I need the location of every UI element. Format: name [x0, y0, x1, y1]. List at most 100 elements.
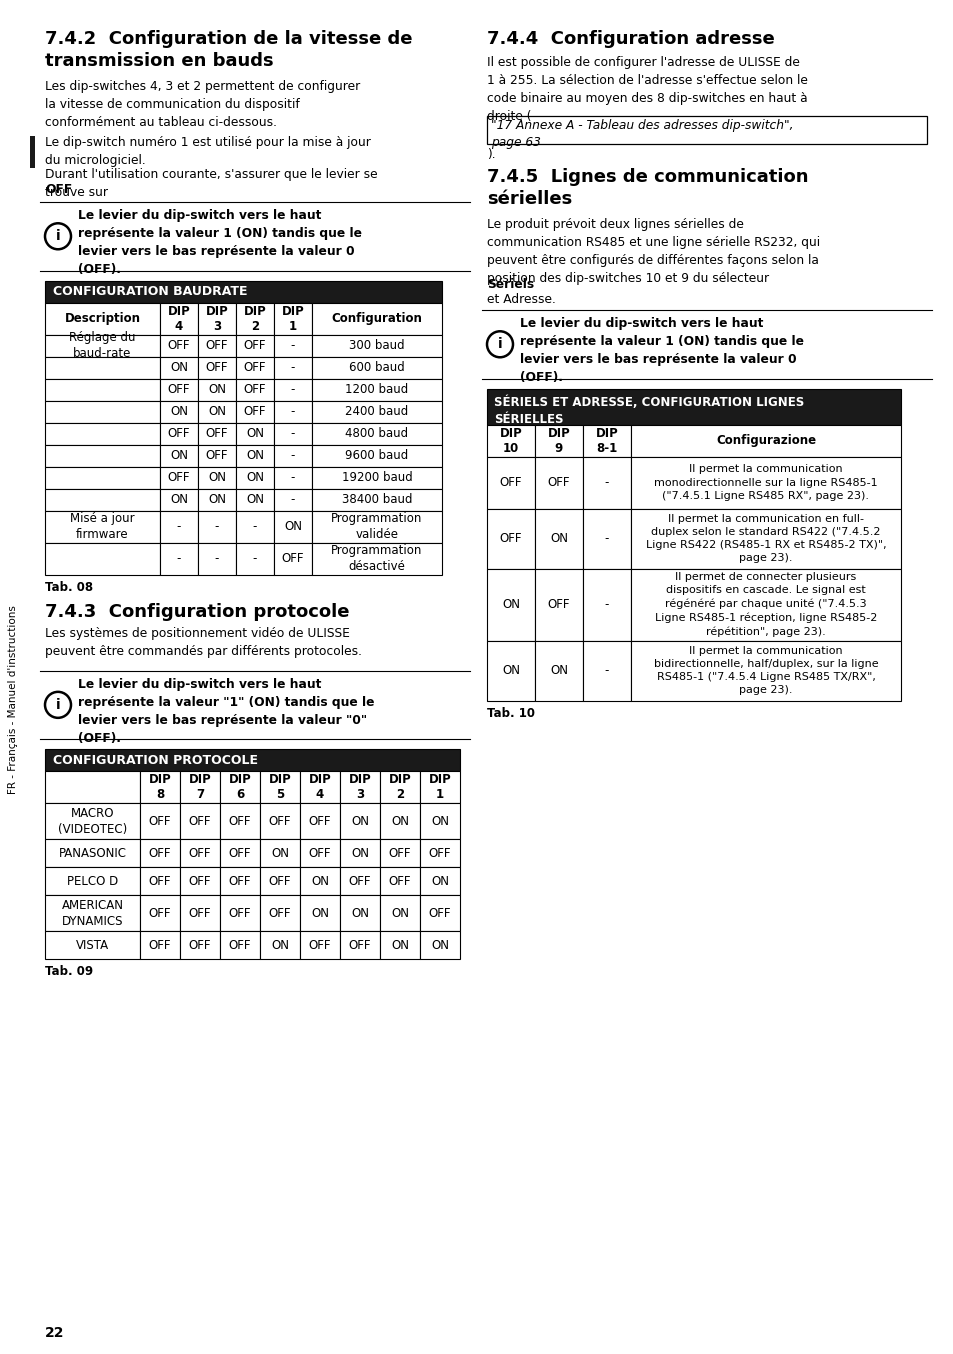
Text: DIP
9: DIP 9: [547, 427, 570, 455]
Bar: [45, 867, 140, 895]
Text: OFF: OFF: [149, 875, 172, 888]
Text: ON: ON: [284, 520, 302, 533]
Bar: [180, 803, 220, 839]
Bar: [274, 334, 312, 356]
Bar: [45, 379, 160, 401]
Text: -: -: [291, 338, 294, 352]
Bar: [486, 509, 535, 569]
Text: OFF: OFF: [189, 907, 211, 919]
Bar: [299, 932, 339, 959]
Bar: [260, 895, 299, 932]
Text: OFF: OFF: [189, 815, 211, 827]
Text: OFF: OFF: [244, 338, 266, 352]
Bar: [45, 510, 160, 543]
Text: i: i: [497, 337, 502, 351]
Bar: [630, 425, 900, 456]
Bar: [160, 334, 198, 356]
Bar: [379, 895, 419, 932]
Text: ON: ON: [246, 493, 264, 506]
Bar: [379, 839, 419, 867]
Text: DIP
7: DIP 7: [189, 773, 212, 802]
Bar: [582, 425, 630, 456]
Bar: [312, 334, 441, 356]
Bar: [160, 302, 198, 334]
Text: OFF: OFF: [349, 875, 371, 888]
Text: "17 Annexe A - Tableau des adresses dip-switch",
page 63: "17 Annexe A - Tableau des adresses dip-…: [491, 119, 793, 149]
Bar: [180, 839, 220, 867]
Text: Durant l'utilisation courante, s'assurer que le levier se
trouve sur: Durant l'utilisation courante, s'assurer…: [45, 168, 377, 199]
Text: OFF: OFF: [189, 846, 211, 860]
Bar: [339, 867, 379, 895]
Bar: [45, 895, 140, 932]
Bar: [45, 489, 160, 510]
Text: i: i: [55, 229, 60, 244]
Bar: [45, 280, 441, 302]
Text: DIP
4: DIP 4: [168, 305, 191, 333]
Text: Il permet de connecter plusieurs
dispositifs en cascade. Le signal est
régénéré : Il permet de connecter plusieurs disposi…: [654, 573, 876, 636]
Text: ON: ON: [208, 493, 226, 506]
Bar: [198, 510, 235, 543]
Bar: [274, 356, 312, 379]
Bar: [160, 467, 198, 489]
Text: DIP
10: DIP 10: [499, 427, 522, 455]
Text: -: -: [214, 520, 219, 533]
Bar: [45, 334, 160, 356]
Text: Il permet la communication
bidirectionnelle, half/duplex, sur la ligne
RS485-1 (: Il permet la communication bidirectionne…: [653, 646, 878, 696]
Text: Le produit prévoit deux lignes sérielles de
communication RS485 et une ligne sér: Le produit prévoit deux lignes sérielles…: [486, 218, 820, 284]
Text: OFF: OFF: [206, 450, 228, 462]
Bar: [535, 640, 582, 700]
Text: -: -: [291, 383, 294, 397]
Text: -: -: [604, 477, 609, 489]
Text: 7.4.5  Lignes de communication: 7.4.5 Lignes de communication: [486, 168, 807, 185]
Bar: [339, 772, 379, 803]
Bar: [260, 932, 299, 959]
Text: Le dip-switch numéro 1 est utilisé pour la mise à jour
du micrologiciel.: Le dip-switch numéro 1 est utilisé pour …: [45, 135, 371, 167]
Text: ON: ON: [246, 450, 264, 462]
Text: -: -: [291, 427, 294, 440]
Bar: [30, 135, 35, 168]
Bar: [379, 772, 419, 803]
Bar: [274, 444, 312, 467]
Bar: [299, 772, 339, 803]
Bar: [198, 422, 235, 444]
Text: Le levier du dip-switch vers le haut
représente la valeur "1" (ON) tandis que le: Le levier du dip-switch vers le haut rep…: [78, 677, 375, 745]
Text: OFF: OFF: [229, 846, 251, 860]
Bar: [220, 867, 260, 895]
Bar: [160, 379, 198, 401]
Bar: [45, 839, 140, 867]
Bar: [45, 401, 160, 422]
Bar: [220, 895, 260, 932]
Text: -: -: [176, 520, 181, 533]
Text: OFF: OFF: [206, 362, 228, 374]
Text: OFF: OFF: [428, 846, 451, 860]
Bar: [220, 839, 260, 867]
Text: Tab. 09: Tab. 09: [45, 965, 93, 978]
Text: transmission en bauds: transmission en bauds: [45, 51, 274, 70]
Bar: [140, 895, 180, 932]
Text: OFF: OFF: [269, 875, 291, 888]
Bar: [198, 444, 235, 467]
Text: OFF: OFF: [388, 875, 411, 888]
Text: ON: ON: [391, 938, 409, 952]
Text: Tab. 08: Tab. 08: [45, 581, 93, 593]
Text: OFF: OFF: [229, 907, 251, 919]
Text: OFF: OFF: [168, 427, 190, 440]
Text: Configurazione: Configurazione: [715, 435, 815, 447]
Bar: [274, 467, 312, 489]
Text: 4800 baud: 4800 baud: [345, 427, 408, 440]
Bar: [535, 456, 582, 509]
Text: ON: ON: [246, 471, 264, 485]
Text: OFF: OFF: [45, 183, 72, 196]
Text: PELCO D: PELCO D: [67, 875, 118, 888]
Text: OFF: OFF: [149, 938, 172, 952]
Text: 2400 baud: 2400 baud: [345, 405, 408, 418]
Text: 22: 22: [45, 1326, 65, 1340]
Bar: [180, 867, 220, 895]
Bar: [486, 569, 535, 640]
Bar: [198, 401, 235, 422]
Text: OFF: OFF: [168, 383, 190, 397]
Bar: [140, 803, 180, 839]
Bar: [419, 932, 459, 959]
Text: Il est possible de configurer l'adresse de ULISSE de
1 à 255. La sélection de l': Il est possible de configurer l'adresse …: [486, 56, 807, 123]
Bar: [419, 803, 459, 839]
